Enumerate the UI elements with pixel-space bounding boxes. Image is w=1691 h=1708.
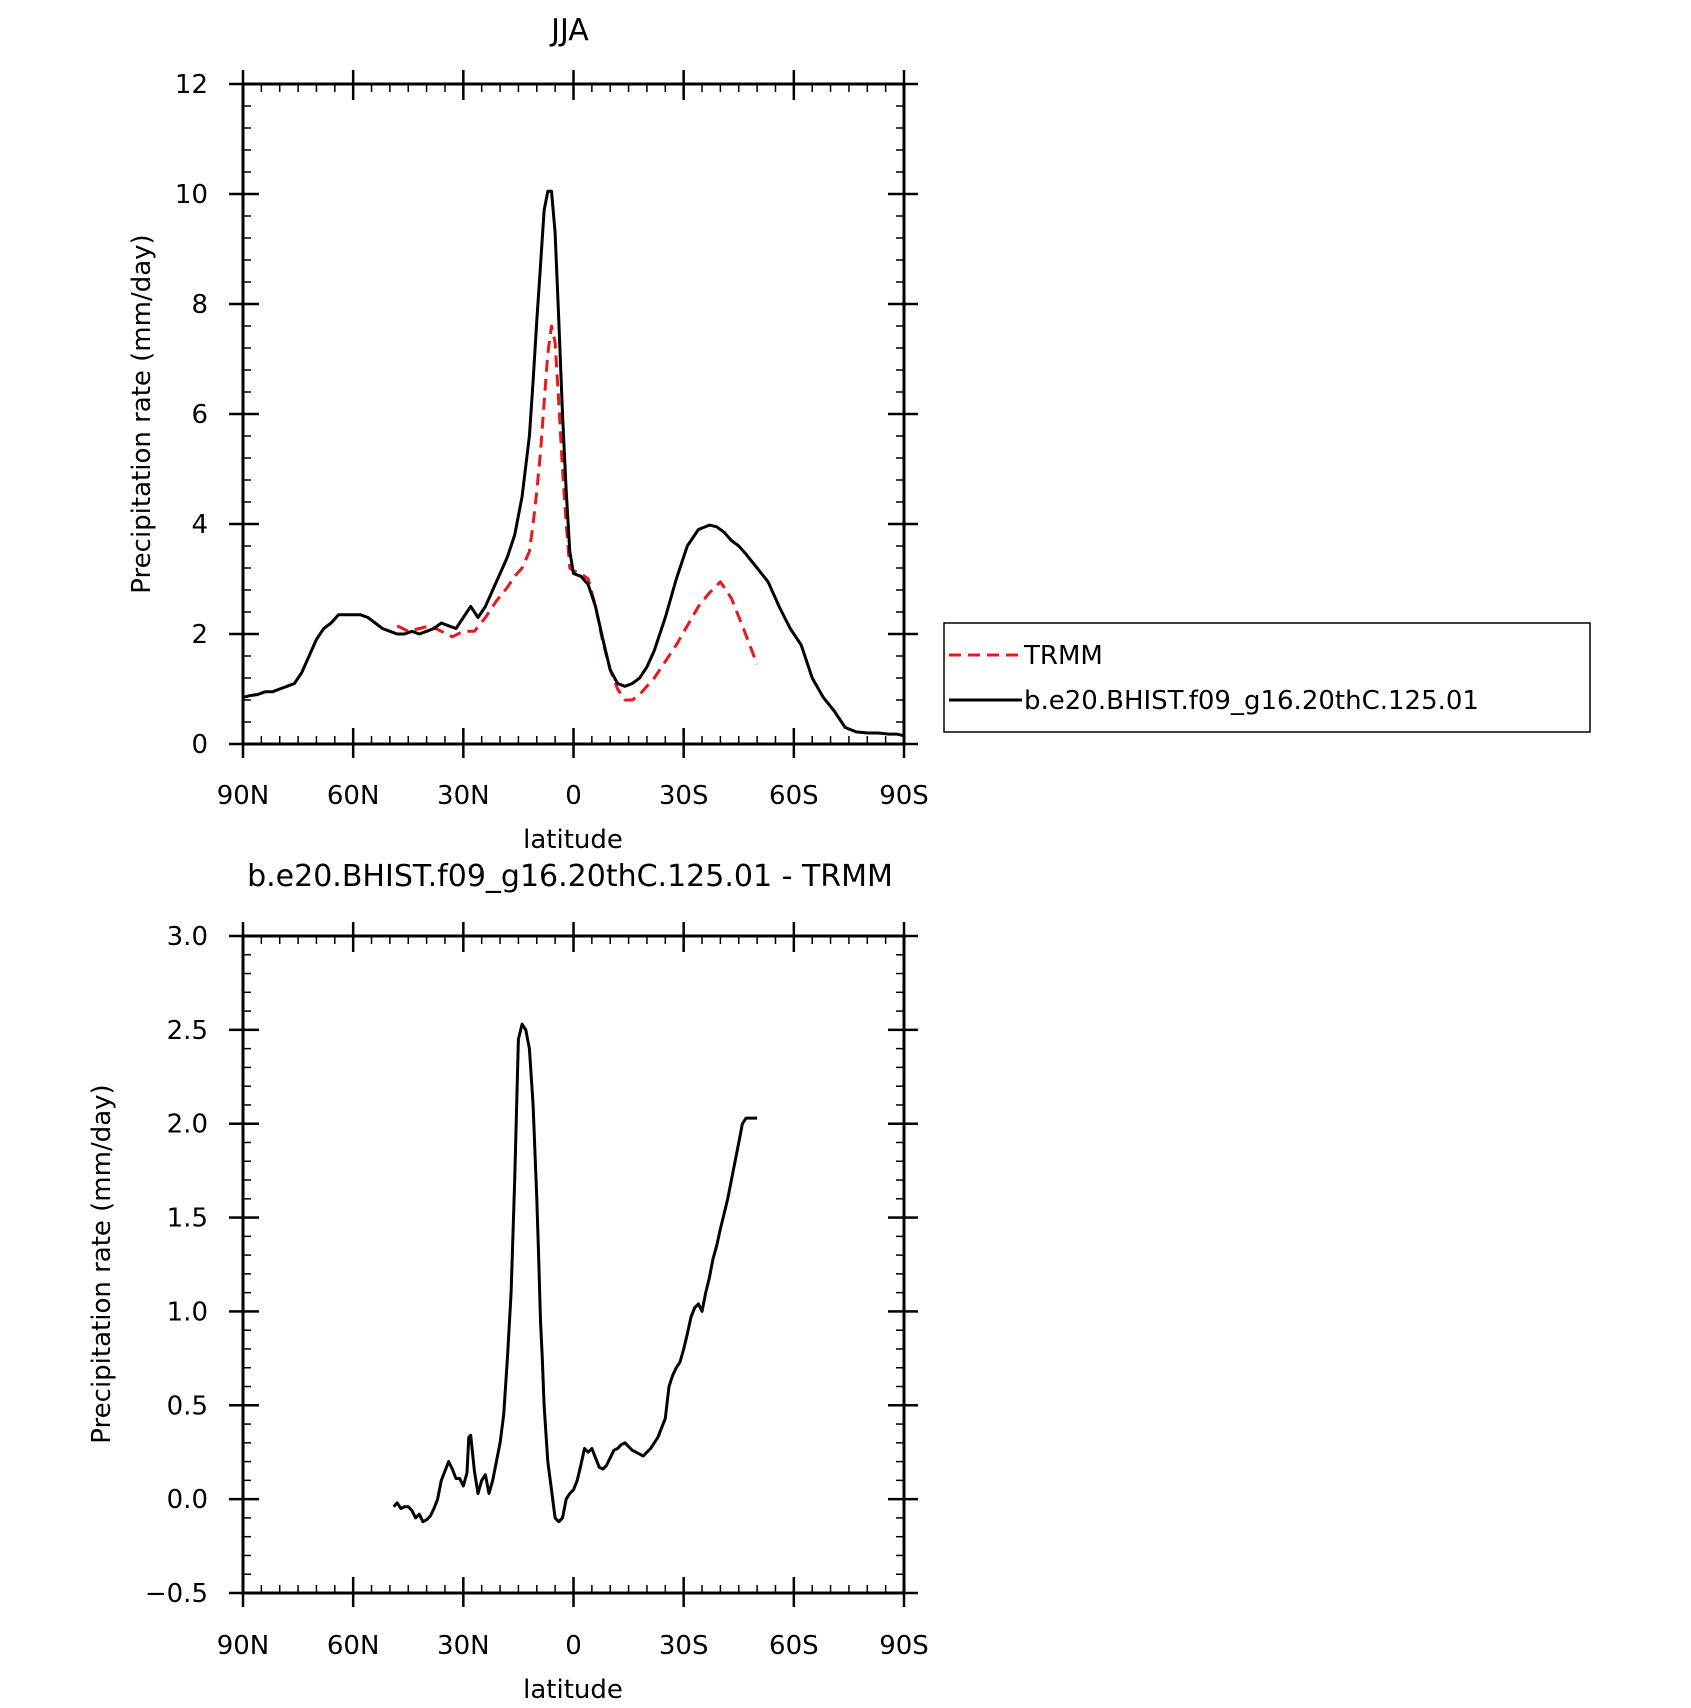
legend-box [943, 622, 1591, 733]
x-tick-label-bottom: 90N [217, 1631, 270, 1661]
top-series-line-b-e20-bhist-f09-g16-20thc-125-01 [242, 189, 905, 738]
x-tick-label-top: 90S [879, 781, 929, 811]
y-tick-label-bottom: 1.5 [167, 1204, 208, 1234]
legend: TRMM b.e20.BHIST.f09_g16.20thC.125.01 [943, 622, 1591, 733]
x-tick-label-top: 60N [327, 781, 380, 811]
top-plot-title: JJA [549, 13, 589, 48]
legend-label-model: b.e20.BHIST.f09_g16.20thC.125.01 [1024, 686, 1479, 716]
bottom-ticks [229, 922, 918, 1607]
x-tick-label-top: 30N [437, 781, 490, 811]
y-tick-label-bottom: 2.5 [167, 1016, 208, 1046]
legend-label-trmm: TRMM [1023, 641, 1103, 671]
bottom-plot-title: b.e20.BHIST.f09_g16.20thC.125.01 - TRMM [247, 859, 893, 894]
x-tick-label-bottom: 60N [327, 1631, 380, 1661]
top-plot-frame [241, 82, 906, 746]
x-tick-label-bottom: 60S [769, 1631, 819, 1661]
y-tick-label-top: 4 [191, 510, 208, 540]
x-tick-label-bottom: 0 [565, 1631, 582, 1661]
y-tick-label-bottom: 1.0 [167, 1297, 208, 1327]
x-tick-label-top: 60S [769, 781, 819, 811]
top-x-tick-labels: 90N 60N 30N 0 30S 60S 90S [217, 781, 929, 811]
x-tick-label-top: 30S [659, 781, 709, 811]
y-tick-label-top: 2 [191, 620, 208, 650]
panel-bottom: b.e20.BHIST.f09_g16.20thC.125.01 - TRMM … [87, 859, 929, 1705]
x-tick-label-bottom: 90S [879, 1631, 929, 1661]
bottom-series-line-0 [392, 1022, 758, 1524]
y-tick-label-top: 8 [191, 290, 208, 320]
bottom-y-axis-label: Precipitation rate (mm/day) [87, 1084, 117, 1443]
y-tick-label-bottom: 0.0 [167, 1485, 208, 1515]
panel-top: JJA 90N 60N 30N 0 30S 60S 90S 0 2 4 6 8 10 12 latitu… [127, 13, 929, 855]
x-tick-label-bottom: 30S [659, 1631, 709, 1661]
y-tick-label-bottom: 2.0 [167, 1110, 208, 1140]
top-y-axis-label: Precipitation rate (mm/day) [127, 234, 157, 593]
y-tick-label-top: 10 [175, 180, 208, 210]
y-tick-label-bottom: 3.0 [167, 922, 208, 952]
x-tick-label-top: 90N [217, 781, 270, 811]
y-tick-label-top: 6 [191, 400, 208, 430]
y-tick-label-bottom: −0.5 [145, 1579, 208, 1609]
top-series-layer [242, 189, 905, 738]
y-tick-label-top: 0 [191, 730, 208, 760]
bottom-plot-frame [241, 934, 906, 1595]
bottom-series-layer [392, 1022, 758, 1524]
top-ticks [229, 70, 918, 758]
y-tick-label-bottom: 0.5 [167, 1391, 208, 1421]
bottom-x-tick-labels: 90N 60N 30N 0 30S 60S 90S [217, 1631, 929, 1661]
top-series-line-trmm [396, 324, 759, 702]
bottom-x-axis-label: latitude [523, 1675, 623, 1705]
x-tick-label-bottom: 30N [437, 1631, 490, 1661]
y-tick-label-top: 12 [175, 70, 208, 100]
top-y-tick-labels: 0 2 4 6 8 10 12 [175, 70, 208, 760]
x-tick-label-top: 0 [565, 781, 582, 811]
bottom-y-tick-labels: −0.5 0.0 0.5 1.0 1.5 2.0 2.5 3.0 [145, 922, 208, 1609]
top-x-axis-label: latitude [523, 825, 623, 855]
